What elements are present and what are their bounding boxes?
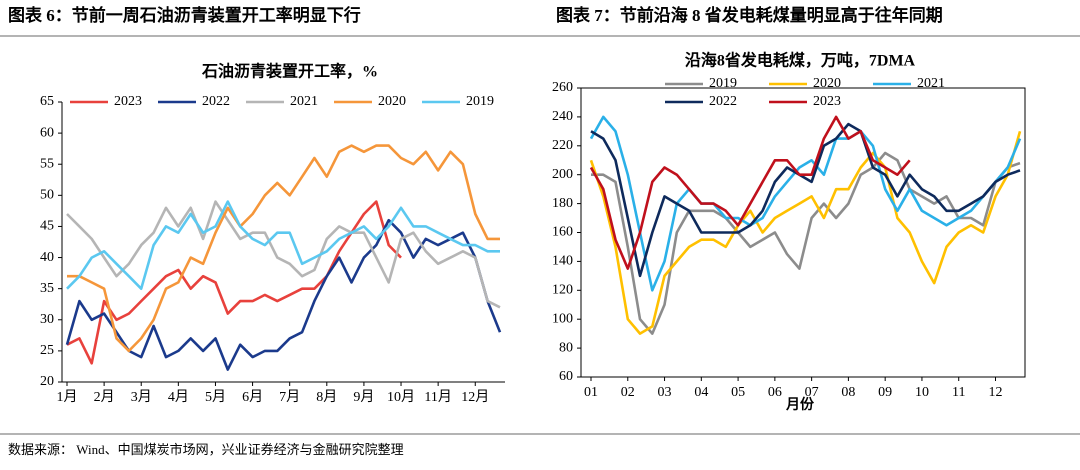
legend-label: 2021: [290, 94, 318, 109]
y-tick-label: 260: [552, 80, 573, 95]
series-line: [67, 144, 500, 353]
legend-label: 2020: [813, 76, 841, 91]
x-tick-label: 9月: [353, 389, 374, 405]
y-tick-label: 35: [40, 281, 54, 296]
y-tick-label: 30: [40, 312, 54, 327]
y-tick-label: 45: [40, 219, 54, 234]
legend-label: 2019: [709, 76, 737, 91]
x-tick-label: 06: [768, 385, 782, 400]
legend-label: 2021: [917, 76, 945, 91]
y-tick-label: 60: [40, 125, 54, 140]
y-tick-label: 55: [40, 156, 54, 171]
legend-label: 2023: [813, 94, 841, 109]
y-tick-label: 25: [40, 343, 54, 358]
y-tick-label: 40: [40, 250, 54, 265]
legend-label: 2023: [114, 94, 142, 109]
x-tick-label: 8月: [316, 389, 337, 405]
x-tick-label: 4月: [168, 389, 189, 405]
y-tick-label: 180: [552, 196, 573, 211]
x-tick-label: 01: [584, 385, 598, 400]
caption: 图表 6：节前一周石油沥青装置开工率明显下行: [8, 5, 361, 25]
x-tick-label: 10: [915, 385, 929, 400]
y-tick-label: 65: [40, 94, 54, 109]
y-tick-label: 50: [40, 188, 54, 203]
y-tick-label: 140: [552, 254, 573, 269]
y-tick-label: 240: [552, 109, 573, 124]
x-tick-label: 03: [658, 385, 672, 400]
x-axis-label: 月份: [785, 396, 815, 413]
x-tick-label: 10月: [387, 389, 415, 405]
chart-title: 石油沥青装置开工率，%: [201, 62, 378, 81]
series-line: [65, 218, 502, 371]
series-line: [589, 115, 1022, 292]
chart-title: 沿海8省发电耗煤，万吨，7DMA: [685, 51, 916, 70]
x-tick-label: 3月: [131, 389, 152, 405]
x-tick-label: 02: [621, 385, 635, 400]
x-tick-label: 11: [952, 385, 965, 400]
x-tick-label: 07: [805, 385, 819, 400]
y-tick-label: 20: [40, 374, 54, 389]
x-tick-label: 08: [841, 385, 855, 400]
y-tick-label: 120: [552, 283, 573, 298]
x-tick-label: 5月: [205, 389, 226, 405]
x-tick-label: 7月: [279, 389, 300, 405]
series-line: [66, 200, 501, 309]
series-line: [66, 200, 500, 290]
x-tick-label: 12: [988, 385, 1002, 400]
x-tick-label: 09: [878, 385, 892, 400]
x-tick-label: 05: [731, 385, 745, 400]
legend-label: 2020: [378, 94, 406, 109]
source-note: 数据来源： Wind、中国煤炭市场网，兴业证券经济与金融研究院整理: [8, 442, 404, 457]
x-tick-label: 04: [694, 385, 708, 400]
x-tick-label: 6月: [242, 389, 263, 405]
x-tick-label: 2月: [94, 389, 115, 405]
series-line: [66, 200, 402, 365]
legend-label: 2019: [466, 94, 494, 109]
legend-label: 2022: [709, 94, 737, 109]
x-tick-label: 12月: [461, 389, 489, 405]
series-line: [589, 115, 911, 270]
caption: 图表 7：节前沿海 8 省发电耗煤量明显高于往年同期: [556, 5, 943, 25]
series-line: [589, 130, 1022, 335]
series-line: [591, 151, 1021, 335]
x-tick-label: 11月: [424, 389, 451, 405]
series-line: [590, 122, 1021, 278]
legend-label: 2022: [202, 94, 230, 109]
y-tick-label: 160: [552, 225, 573, 240]
y-tick-label: 220: [552, 138, 573, 153]
y-tick-label: 200: [552, 167, 573, 182]
y-tick-label: 60: [559, 369, 573, 384]
y-tick-label: 100: [552, 311, 573, 326]
y-tick-label: 80: [559, 340, 573, 355]
x-tick-label: 1月: [57, 389, 78, 405]
